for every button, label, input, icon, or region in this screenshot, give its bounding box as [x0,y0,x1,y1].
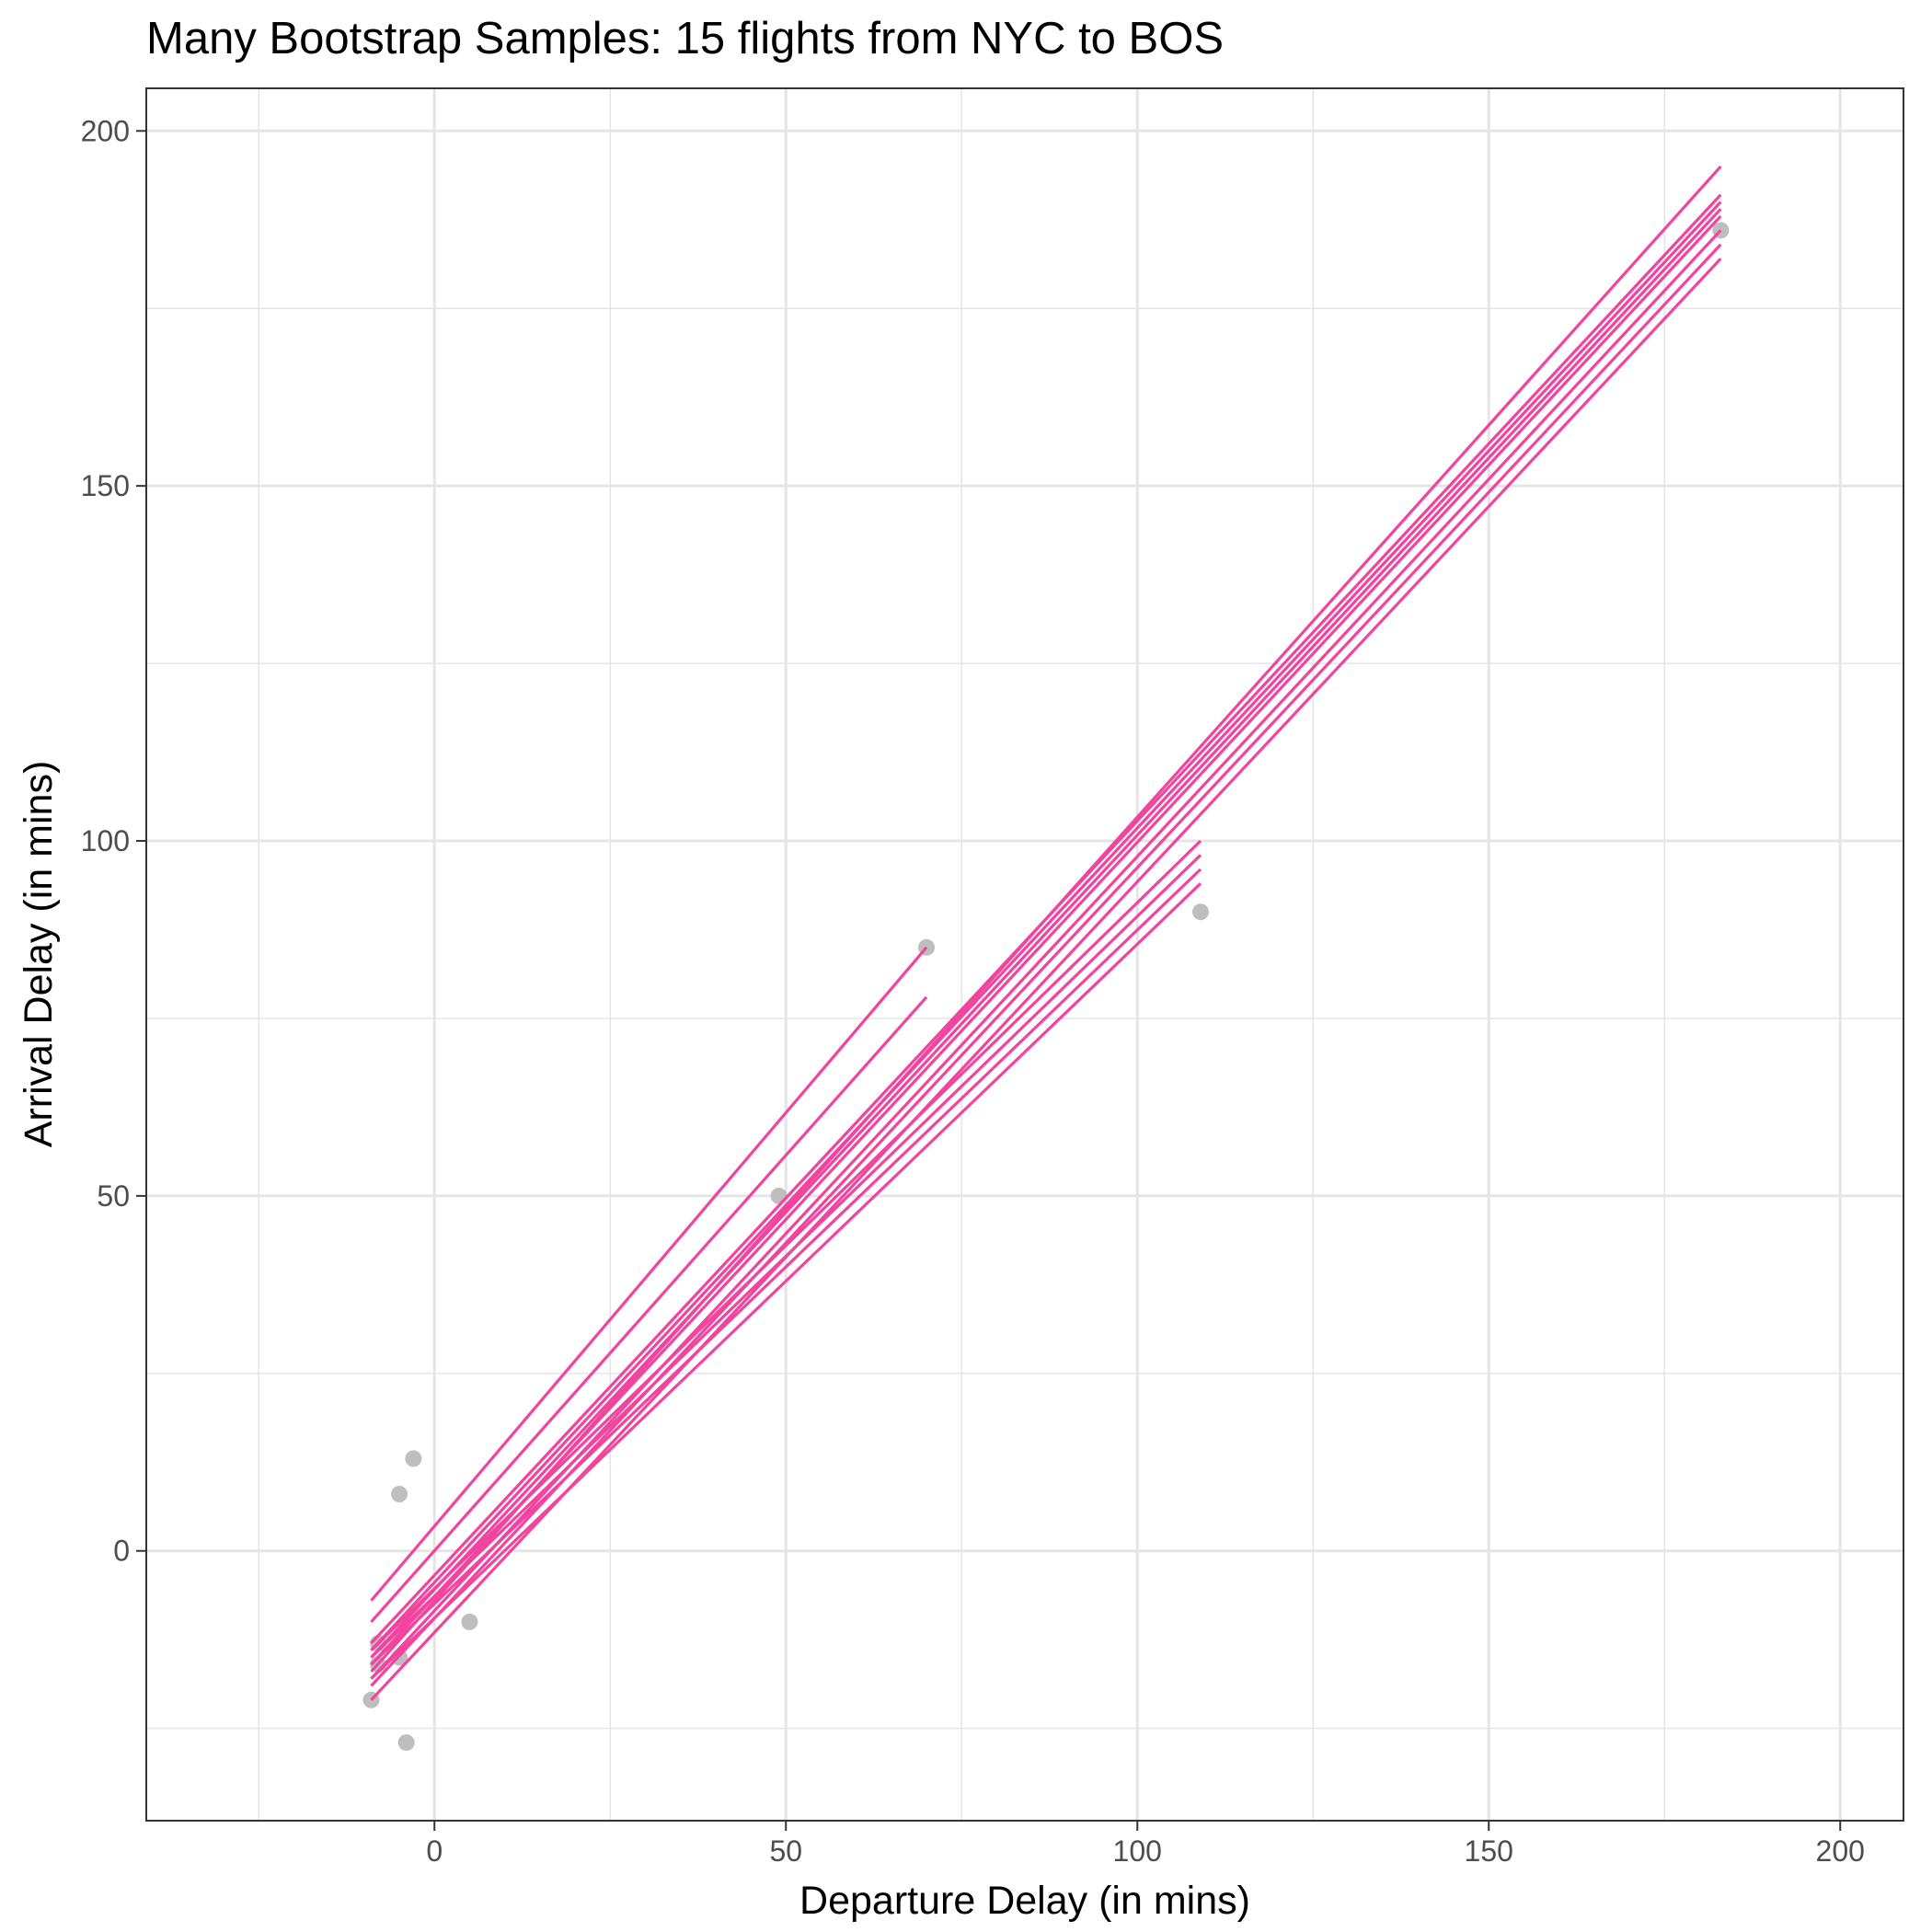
x-tick-label: 100 [1113,1834,1162,1868]
x-tick-label: 50 [769,1834,802,1868]
y-tick-label: 200 [81,114,130,147]
regression-line-bootstrap-3 [370,243,1722,1687]
x-axis-title: Departure Delay (in mins) [799,1879,1250,1923]
data-point [405,1450,422,1467]
regression-line-bootstrap-2 [370,258,1722,1701]
regression-line-bootstrap-4 [370,229,1722,1680]
y-tick-label: 0 [113,1535,130,1568]
panel-border [145,87,1904,1822]
x-tick-label: 200 [1816,1834,1865,1868]
regression-line-bootstrap-12 [370,839,1202,1651]
regression-line-bootstrap-6 [370,208,1722,1659]
major-gridlines [146,88,1903,1821]
regression-line-bootstrap-10 [370,868,1202,1666]
y-axis-title: Arrival Delay (in mins) [17,761,61,1148]
bootstrap-lines [370,165,1722,1701]
y-axis: 0 50 100 150 200 [81,114,146,1568]
regression-line-bootstrap-11 [370,854,1202,1659]
x-axis: 0 50 100 150 200 [426,1821,1865,1868]
y-tick-label: 150 [81,469,130,502]
data-point [461,1613,478,1630]
regression-line-bootstrap-7 [370,201,1722,1651]
data-point [397,1734,415,1752]
regression-line-bootstrap-9 [370,882,1202,1680]
minor-gridlines [146,88,1903,1821]
x-tick-label: 0 [426,1834,443,1868]
data-point [770,1187,788,1204]
data-point [391,1486,408,1503]
data-point [1192,903,1209,921]
regression-line-bootstrap-5 [370,214,1722,1666]
y-tick-label: 100 [81,824,130,857]
regression-line-bootstrap-13 [370,995,928,1623]
regression-line-bootstrap-8 [370,193,1722,1645]
chart-title: Many Bootstrap Samples: 15 flights from … [146,14,1224,63]
y-tick-label: 50 [97,1179,130,1213]
x-tick-label: 150 [1465,1834,1513,1868]
regression-line-bootstrap-14 [370,946,928,1602]
